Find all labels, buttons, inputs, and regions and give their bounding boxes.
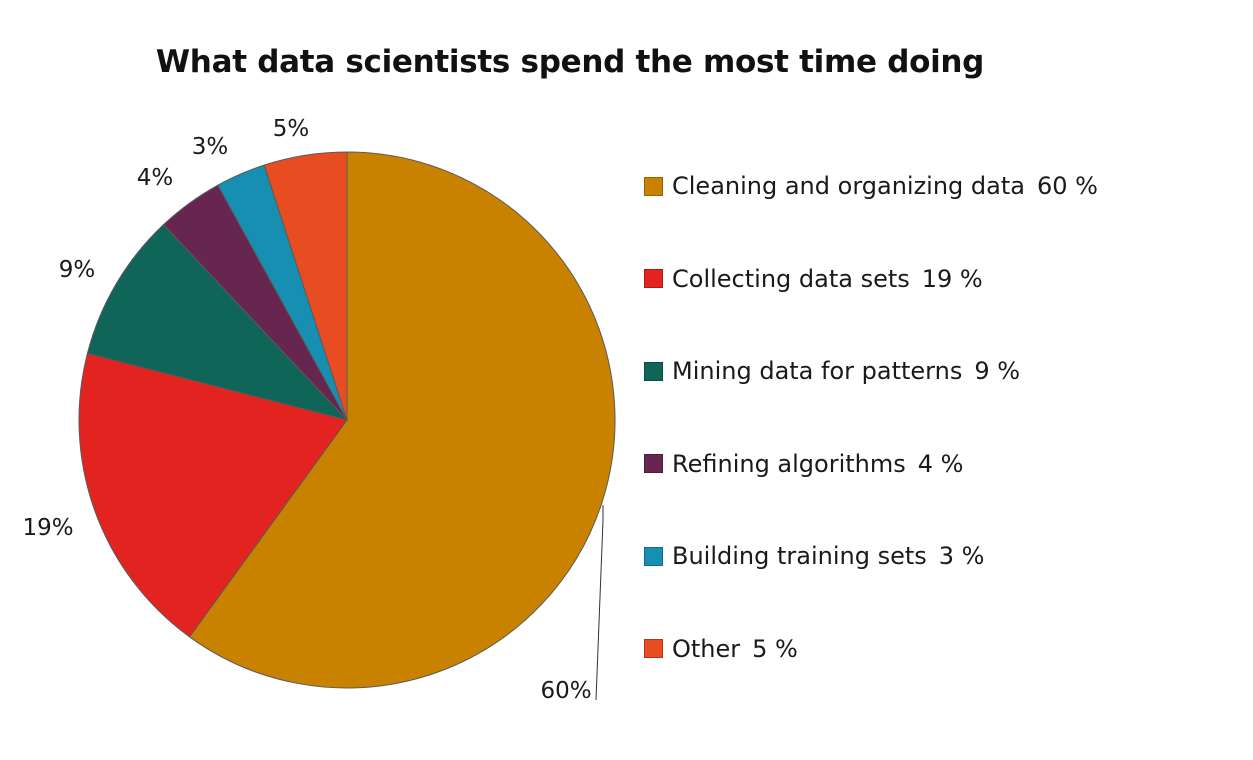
pie-slice-collecting-data-sets — [78, 352, 348, 638]
pie-slice-other — [263, 151, 348, 421]
legend-swatch — [644, 176, 663, 196]
legend-value: 9 % — [974, 357, 1021, 385]
legend-item-cleaning-and-organizing-data: Cleaning and organizing data 60 % — [644, 168, 1098, 204]
legend-item-refining-algorithms: Refining algorithms 4 % — [644, 446, 963, 482]
legend-item-mining-data-for-patterns: Mining data for patterns 9 % — [644, 353, 1020, 389]
slice-label-building-training-sets: 3% — [192, 134, 229, 160]
legend-value: 3 % — [938, 542, 985, 570]
leader-line-cleaning-and-organizing-data — [595, 505, 604, 701]
pie-slice-mining-data-for-patterns — [86, 223, 349, 421]
legend-value: 19 % — [921, 264, 983, 293]
legend-swatch — [644, 639, 663, 658]
legend-swatch — [644, 454, 663, 473]
legend-value: 4 % — [917, 449, 964, 478]
legend-label: Mining data for patterns — [672, 357, 963, 385]
legend-label: Cleaning and organizing data — [672, 172, 1025, 200]
legend-swatch — [644, 269, 663, 288]
legend-item-collecting-data-sets: Collecting data sets 19 % — [644, 261, 983, 297]
pie-slice-cleaning-and-organizing-data — [188, 151, 616, 689]
slice-label-collecting-data-sets: 19% — [22, 515, 73, 541]
legend-item-other: Other 5 % — [644, 631, 798, 667]
slice-label-refining-algorithms: 4% — [137, 165, 174, 191]
legend-swatch — [644, 546, 663, 566]
legend-swatch — [644, 361, 663, 381]
slice-label-cleaning-and-organizing-data: 60% — [540, 678, 591, 704]
legend-value: 5 % — [752, 634, 798, 663]
slice-label-mining-data-for-patterns: 9% — [59, 257, 96, 283]
slice-label-other: 5% — [273, 116, 310, 142]
chart-title: What data scientists spend the most time… — [155, 44, 985, 80]
legend-label: Refining algorithms — [672, 449, 906, 478]
legend-label: Building training sets — [672, 542, 927, 570]
legend-value: 60 % — [1036, 172, 1098, 200]
legend-item-building-training-sets: Building training sets 3 % — [644, 538, 984, 574]
legend-label: Other — [672, 634, 741, 663]
legend-label: Collecting data sets — [672, 264, 910, 293]
